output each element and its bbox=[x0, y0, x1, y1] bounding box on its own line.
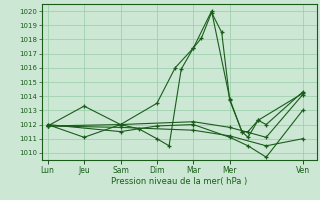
X-axis label: Pression niveau de la mer( hPa ): Pression niveau de la mer( hPa ) bbox=[111, 177, 247, 186]
